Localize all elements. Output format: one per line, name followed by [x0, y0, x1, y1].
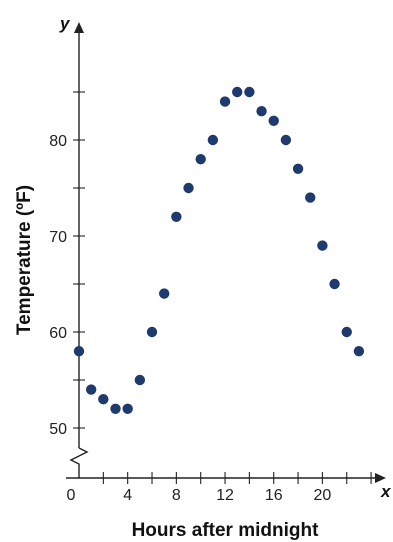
x-tick-label-zero: 0	[67, 487, 76, 504]
data-point	[305, 192, 316, 203]
data-point	[158, 288, 170, 299]
y-axis-arrow	[74, 22, 84, 33]
x-tick-label: 4	[123, 487, 132, 504]
data-point	[341, 326, 352, 338]
y-tick-label: 60	[49, 325, 67, 342]
data-point	[146, 326, 158, 338]
x-axis-title: Hours after midnight	[132, 520, 320, 541]
x-axis-arrow	[375, 473, 386, 483]
points-layer	[73, 86, 365, 414]
data-point	[329, 278, 340, 290]
data-point	[195, 154, 206, 165]
data-point	[292, 163, 304, 174]
x-axis-letter: x	[380, 482, 392, 501]
data-point	[134, 374, 146, 386]
data-point	[98, 394, 109, 405]
x-tick-label: 16	[265, 487, 283, 504]
data-point	[122, 403, 133, 414]
y-tick-label: 50	[49, 421, 67, 438]
data-point	[207, 134, 219, 146]
data-point	[353, 346, 365, 357]
x-tick-label: 8	[172, 487, 181, 504]
data-point	[183, 182, 194, 194]
data-point	[244, 86, 255, 98]
data-point	[219, 96, 231, 107]
data-point	[280, 134, 292, 146]
data-point	[85, 384, 97, 395]
y-axis-break	[69, 447, 89, 478]
data-point	[110, 403, 121, 414]
x-tick-label: 20	[314, 487, 332, 504]
y-tick-label: 80	[49, 133, 67, 150]
data-point	[232, 86, 243, 98]
axes-layer: 50 60 70 80 4 8 12 16 20 0	[49, 22, 386, 504]
data-point	[171, 211, 182, 222]
data-point	[73, 346, 85, 357]
x-tick-label: 12	[216, 487, 234, 504]
data-point	[268, 115, 279, 127]
y-tick-label: 70	[49, 229, 67, 246]
data-point	[317, 240, 328, 251]
y-axis-letter: y	[59, 14, 71, 33]
data-point	[256, 106, 267, 117]
y-axis-title: Temperature (ºF)	[14, 185, 35, 335]
